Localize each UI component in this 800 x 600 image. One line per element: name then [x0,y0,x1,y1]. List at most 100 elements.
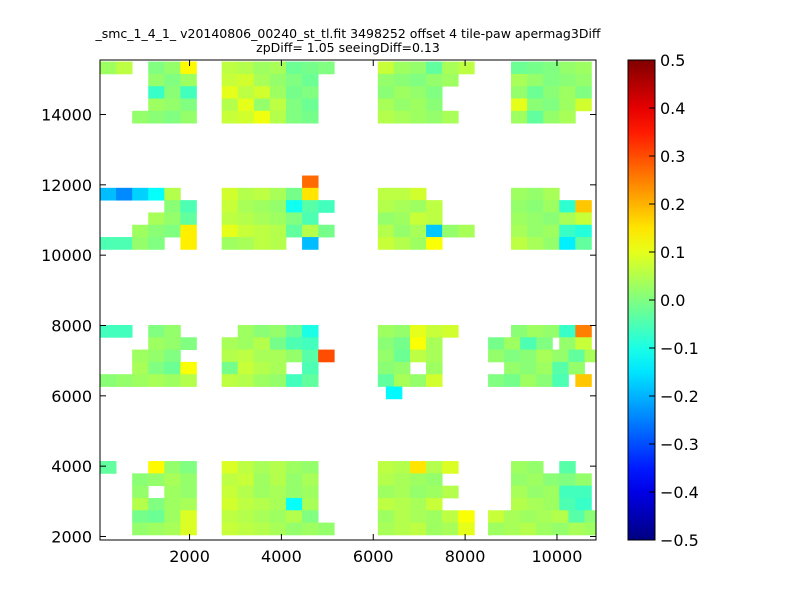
heatmap-cell [237,473,255,487]
heatmap-cell [442,324,459,338]
heatmap-cell [180,461,197,474]
heatmap-cell [393,200,411,213]
heatmap-cell [393,98,411,112]
heatmap-cell [286,473,303,487]
heatmap-cell [426,361,443,375]
heatmap-cell [559,61,576,75]
heatmap-cell [488,337,505,350]
heatmap-cell [575,224,592,238]
heatmap-cell [221,485,239,499]
heatmap-cell [442,485,459,499]
heatmap-cell [410,461,427,474]
heatmap-cell [269,187,287,201]
heatmap-cell [302,324,319,338]
heatmap-cell [377,224,395,238]
heatmap-cell [302,187,319,201]
plot-area: 2000 4000 6000 8000 10000 2000 4000 6000 8000 10… [41,59,597,566]
heatmap-cell [253,374,271,387]
heatmap-cell [318,349,335,363]
heatmap-cell [511,224,528,238]
colorbar-tick-label: 0.2 [660,195,685,214]
heatmap-cell [237,349,255,363]
heatmap-cell [221,212,239,226]
heatmap-cell [148,86,165,99]
heatmap-cell [180,86,197,99]
heatmap-cell [410,73,427,87]
heatmap-cell [543,110,560,124]
chart-title-line-1: _smc_1_4_1_ v20140806_00240_st_tl.fit 34… [94,26,600,41]
heatmap-cell [575,374,592,387]
heatmap-cell [575,237,592,250]
heatmap-cell [575,98,592,112]
heatmap-cell [393,110,411,124]
heatmap-cell [253,461,271,474]
heatmap-cell [253,485,271,499]
heatmap-cell [426,86,443,99]
heatmap-cell [286,224,303,238]
heatmap-cell [568,361,585,375]
heatmap-cell [180,212,197,226]
heatmap-cell [237,237,255,250]
heatmap-cell [520,522,537,536]
heatmap-cell [575,73,592,87]
heatmap-cell [221,349,239,363]
heatmap-cell [426,324,443,338]
heatmap-cell [410,212,427,226]
heatmap-cell [221,473,239,487]
heatmap-cell [504,374,521,387]
heatmap-cell [559,497,576,511]
heatmap-cell [393,187,411,201]
heatmap-cell [488,349,505,363]
heatmap-cell [132,485,149,499]
heatmap-cell [164,224,181,238]
heatmap-cell [253,324,271,338]
heatmap-cell [393,86,411,99]
heatmap-cell [410,497,427,511]
heatmap-cell [269,374,287,387]
heatmap-cell [148,187,165,201]
heatmap-cell [116,61,133,75]
heatmap-cell [527,61,544,75]
heatmap-cell [504,522,521,536]
heatmap-cell [302,485,319,499]
heatmap-cell [410,324,427,338]
y-tick-label: 4000 [51,457,92,476]
heatmap-cell [527,497,544,511]
heatmap-cell [458,510,475,523]
heatmap-cell [504,510,521,523]
heatmap-cell [148,324,165,338]
heatmap-cell [393,324,411,338]
heatmap-cell [221,86,239,99]
heatmap-cell [269,461,287,474]
heatmap-cell [237,98,255,112]
x-tick-label: 6000 [353,547,394,566]
colorbar-ticks: −0.5 −0.4 −0.3 −0.2 −0.1 0.0 0.1 0.2 0.3 0.4 0.5 [649,51,699,550]
heatmap-cell [302,497,319,511]
heatmap-cell [575,485,592,499]
heatmap-cell [286,374,303,387]
heatmap-cell [426,349,443,363]
heatmap-cell [164,349,181,363]
heatmap-cell [100,324,117,338]
heatmap-cell [164,461,181,474]
heatmap-cell [237,110,255,124]
heatmap-cell [511,200,528,213]
heatmap-cell [253,237,271,250]
heatmap-cell [132,473,149,487]
heatmap-cell [410,510,427,523]
heatmap-cell [269,324,287,338]
heatmap-cell [575,200,592,213]
heatmap-cell [269,73,287,87]
heatmap-cell [302,522,319,536]
heatmap-cell [377,510,395,523]
heatmap-cell [584,522,596,536]
heatmap-cell [377,361,395,375]
heatmap-cell [148,349,165,363]
heatmap-cell [410,187,427,201]
heatmap-cell [511,110,528,124]
heatmap-cell [575,324,592,338]
heatmap-cell [286,187,303,201]
heatmap-cell [237,61,255,75]
heatmap-cell [269,522,287,536]
